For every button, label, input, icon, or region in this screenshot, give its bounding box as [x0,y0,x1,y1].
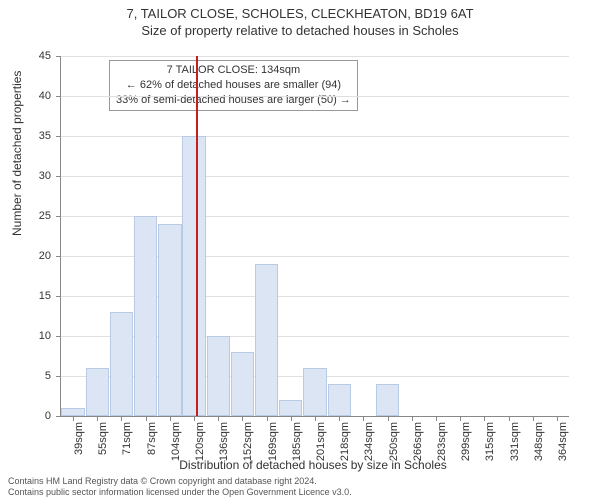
y-tick-label: 5 [45,370,61,382]
callout-line-2: ← 62% of detached houses are smaller (94… [116,78,351,93]
y-tick-label: 20 [39,250,61,262]
x-tick-label: 87sqm [146,416,158,455]
y-tick-label: 35 [39,130,61,142]
x-tick-label: 283sqm [436,416,448,461]
x-tick-label: 185sqm [291,416,303,461]
histogram-bar [134,216,157,416]
y-tick-label: 30 [39,170,61,182]
histogram-bar [61,408,84,416]
x-tick-label: 104sqm [170,416,182,461]
histogram-bar [86,368,109,416]
x-tick-label: 55sqm [97,416,109,455]
x-tick-label: 39sqm [73,416,85,455]
x-tick-label: 250sqm [388,416,400,461]
y-axis-label: Number of detached properties [10,71,24,236]
y-tick-label: 40 [39,90,61,102]
chart-container: 7, TAILOR CLOSE, SCHOLES, CLECKHEATON, B… [0,0,600,500]
x-tick-label: 120sqm [194,416,206,461]
x-tick-label: 331sqm [509,416,521,461]
gridline [61,96,569,97]
callout-line-3: 33% of semi-detached houses are larger (… [116,93,351,108]
y-tick-label: 0 [45,410,61,422]
x-tick-label: 364sqm [557,416,569,461]
y-tick-label: 25 [39,210,61,222]
footer-line-2: Contains public sector information licen… [8,487,352,498]
property-marker-line [196,56,198,416]
histogram-bar [207,336,230,416]
x-tick-label: 266sqm [412,416,424,461]
plot-area: 7 TAILOR CLOSE: 134sqm ← 62% of detached… [60,56,569,417]
gridline [61,56,569,57]
chart-subtitle: Size of property relative to detached ho… [0,21,600,38]
x-tick-label: 71sqm [121,416,133,455]
x-tick-label: 169sqm [267,416,279,461]
x-tick-label: 234sqm [363,416,375,461]
y-tick-label: 15 [39,290,61,302]
y-tick-label: 45 [39,50,61,62]
histogram-bar [255,264,278,416]
histogram-bar [158,224,181,416]
y-tick-label: 10 [39,330,61,342]
property-callout: 7 TAILOR CLOSE: 134sqm ← 62% of detached… [109,60,358,111]
x-tick-label: 201sqm [315,416,327,461]
gridline [61,136,569,137]
histogram-bar [182,136,205,416]
histogram-bar [279,400,302,416]
chart-title: 7, TAILOR CLOSE, SCHOLES, CLECKHEATON, B… [0,0,600,21]
histogram-bar [303,368,326,416]
attribution-footer: Contains HM Land Registry data © Crown c… [8,476,352,499]
x-tick-label: 218sqm [339,416,351,461]
histogram-bar [328,384,351,416]
gridline [61,176,569,177]
histogram-bar [110,312,133,416]
x-tick-label: 136sqm [218,416,230,461]
footer-line-1: Contains HM Land Registry data © Crown c… [8,476,352,487]
x-tick-label: 152sqm [242,416,254,461]
x-tick-label: 348sqm [533,416,545,461]
x-tick-label: 299sqm [460,416,472,461]
histogram-bar [231,352,254,416]
histogram-bar [376,384,399,416]
x-tick-label: 315sqm [484,416,496,461]
callout-line-1: 7 TAILOR CLOSE: 134sqm [116,63,351,78]
x-axis-label: Distribution of detached houses by size … [0,458,600,472]
